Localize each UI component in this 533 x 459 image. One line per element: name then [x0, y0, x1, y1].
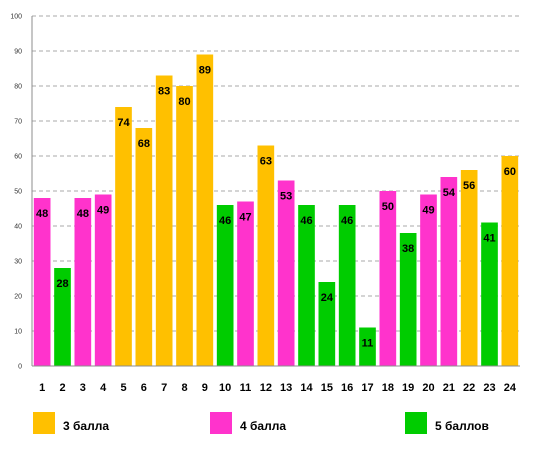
- x-tick-label: 23: [483, 382, 495, 394]
- data-label: 74: [117, 117, 130, 129]
- legend-label: 3 балла: [63, 419, 109, 433]
- y-tick-label: 0: [18, 364, 22, 371]
- legend-label: 4 балла: [240, 419, 286, 433]
- data-label: 46: [341, 215, 353, 227]
- bar: [216, 205, 234, 366]
- data-label: 56: [463, 180, 475, 192]
- x-tick-label: 1: [39, 382, 45, 394]
- legend-swatch: [210, 412, 232, 434]
- bar: [501, 156, 519, 366]
- data-label: 80: [178, 96, 190, 108]
- data-label: 24: [321, 292, 334, 304]
- data-label: 48: [36, 208, 48, 220]
- data-label: 48: [77, 208, 89, 220]
- bar: [338, 205, 356, 366]
- x-axis: 1 2 3 4 5 6 7 8 9 10 11 12 13 14 15 16 17 18 19 20 21 22 23 24: [32, 365, 520, 394]
- y-tick-label: 20: [14, 294, 22, 301]
- x-tick-label: 15: [321, 382, 333, 394]
- bar: [135, 128, 153, 366]
- y-tick-label: 100: [10, 14, 22, 21]
- y-tick-label: 50: [14, 189, 22, 196]
- bar: [237, 201, 254, 366]
- data-label: 68: [138, 138, 150, 150]
- legend-item: 4 балла: [210, 412, 286, 434]
- gridlines: [32, 15, 520, 332]
- x-tick-label: 2: [59, 382, 65, 394]
- x-tick-label: 17: [361, 382, 373, 394]
- x-tick-label: 16: [341, 382, 353, 394]
- bar: [155, 75, 173, 366]
- x-tick-label: 8: [181, 382, 187, 394]
- bar: [33, 198, 51, 366]
- data-label: 53: [280, 191, 292, 203]
- y-tick-label: 10: [14, 329, 22, 336]
- data-label: 60: [504, 166, 516, 178]
- legend: 3 балла 4 балла 5 баллов: [33, 412, 489, 434]
- bar: [54, 268, 71, 366]
- legend-label: 5 баллов: [435, 419, 489, 433]
- data-label: 49: [97, 205, 109, 217]
- x-tick-label: 14: [300, 382, 313, 394]
- y-axis: 0 10 20 30 40 50 60 70 80 90 100: [10, 14, 33, 371]
- bar: [359, 327, 376, 366]
- legend-swatch: [33, 412, 55, 434]
- data-label: 89: [199, 65, 211, 77]
- bar: [481, 222, 498, 366]
- x-tick-label: 10: [219, 382, 231, 394]
- bar: [115, 107, 132, 366]
- bar: [399, 233, 417, 366]
- bar: [196, 54, 214, 366]
- x-tick-label: 6: [141, 382, 147, 394]
- data-label: 50: [382, 201, 394, 213]
- y-tick-label: 60: [14, 154, 22, 161]
- data-label: 49: [422, 205, 434, 217]
- x-tick-label: 7: [161, 382, 167, 394]
- legend-item: 5 баллов: [405, 412, 489, 434]
- x-tick-label: 18: [382, 382, 394, 394]
- x-tick-label: 13: [280, 382, 292, 394]
- x-tick-label: 5: [120, 382, 126, 394]
- y-tick-label: 40: [14, 224, 22, 231]
- data-label: 28: [56, 278, 68, 290]
- y-tick-label: 80: [14, 84, 22, 91]
- bar: [176, 86, 193, 366]
- bar: [420, 194, 437, 366]
- x-tick-label: 3: [80, 382, 86, 394]
- y-tick-label: 70: [14, 119, 22, 126]
- data-label: 46: [219, 215, 231, 227]
- bar: [94, 194, 112, 366]
- x-tick-label: 11: [240, 382, 252, 394]
- legend-item: 3 балла: [33, 412, 109, 434]
- bar: [257, 145, 275, 366]
- y-tick-label: 30: [14, 259, 22, 266]
- data-label: 11: [362, 338, 374, 350]
- x-tick-label: 21: [443, 382, 455, 394]
- data-label: 41: [483, 233, 495, 245]
- x-tick-label: 9: [202, 382, 208, 394]
- x-tick-label: 19: [402, 382, 414, 394]
- x-tick-label: 20: [422, 382, 434, 394]
- bars: [33, 54, 519, 366]
- data-label: 47: [239, 212, 251, 224]
- data-label: 38: [402, 243, 414, 255]
- legend-swatch: [405, 412, 427, 434]
- data-label: 54: [443, 187, 456, 199]
- x-tick-label: 4: [100, 382, 107, 394]
- bar: [74, 198, 92, 366]
- y-tick-label: 90: [14, 49, 22, 56]
- x-tick-label: 24: [504, 382, 517, 394]
- bar: [379, 191, 397, 366]
- data-labels: 48 28 48 49 74 68 83 80 89 46 47 63 53 46 24 46 11 50 38 49…: [36, 65, 516, 350]
- bar: [298, 205, 315, 366]
- data-label: 63: [260, 156, 272, 168]
- x-tick-label: 22: [463, 382, 475, 394]
- data-label: 46: [300, 215, 312, 227]
- bar: [460, 170, 478, 366]
- x-tick-label: 12: [260, 382, 272, 394]
- bar: [440, 177, 458, 366]
- bar: [277, 180, 295, 366]
- data-label: 83: [158, 86, 170, 98]
- bar: [318, 282, 336, 366]
